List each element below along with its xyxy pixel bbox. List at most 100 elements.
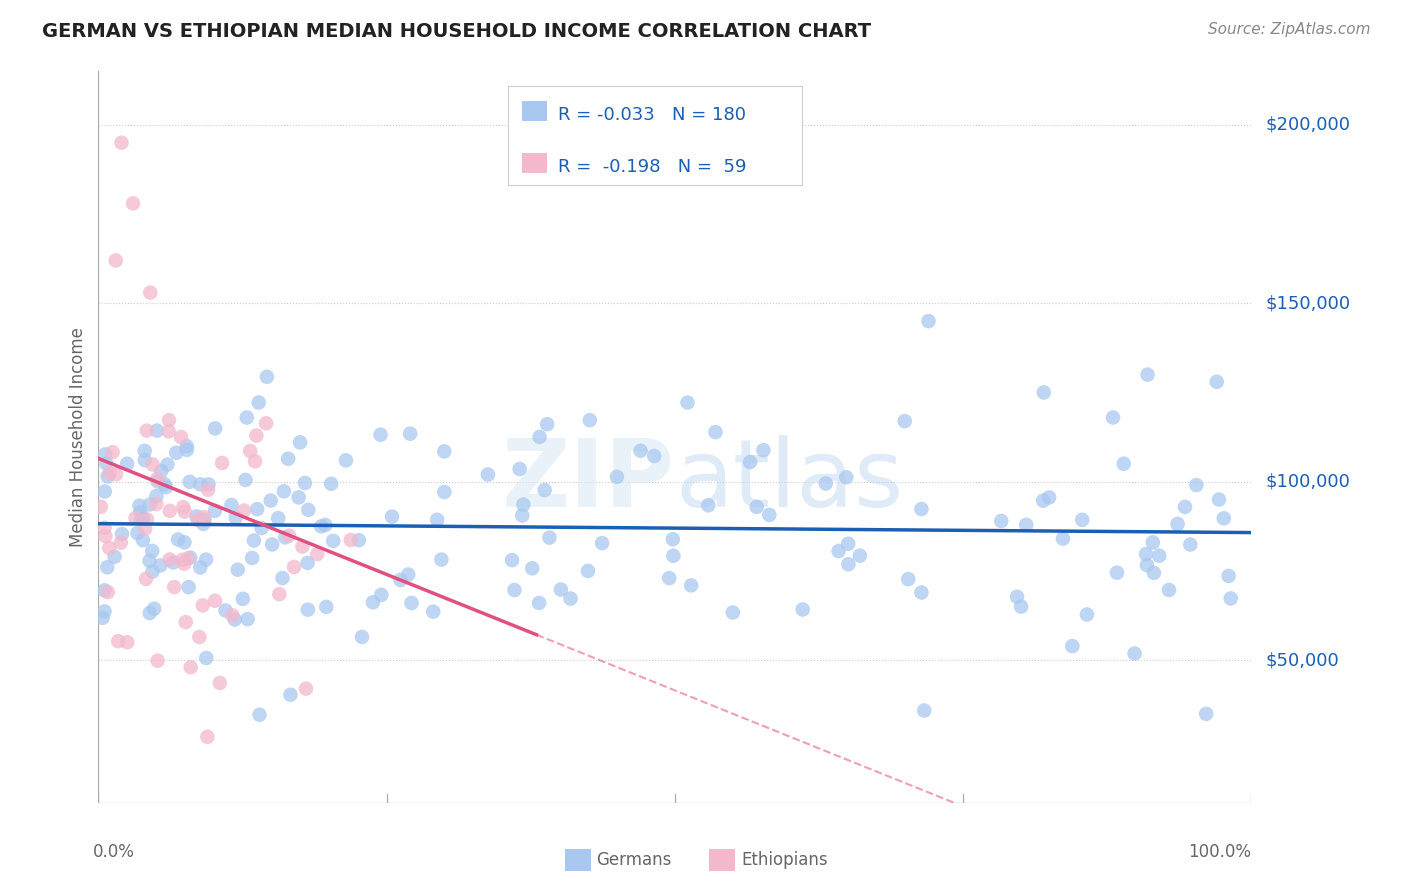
Point bbox=[606, 470, 628, 484]
Point bbox=[314, 518, 336, 533]
Text: $150,000: $150,000 bbox=[1265, 294, 1350, 312]
Point bbox=[146, 654, 169, 668]
Point bbox=[197, 477, 219, 491]
Point bbox=[294, 475, 316, 490]
Point bbox=[1005, 590, 1028, 604]
Point bbox=[226, 563, 249, 577]
Point bbox=[1136, 558, 1159, 573]
Point bbox=[235, 410, 257, 425]
Point bbox=[138, 554, 160, 568]
Point bbox=[243, 454, 266, 468]
Point bbox=[1010, 599, 1032, 614]
Point bbox=[157, 425, 180, 439]
Point bbox=[297, 556, 319, 570]
Point bbox=[214, 603, 236, 617]
Point bbox=[165, 446, 187, 460]
Point bbox=[233, 503, 256, 517]
Point bbox=[136, 512, 159, 526]
Point bbox=[309, 519, 332, 533]
Point bbox=[509, 462, 531, 476]
Text: $100,000: $100,000 bbox=[1265, 473, 1350, 491]
Point bbox=[1219, 591, 1241, 606]
Point bbox=[527, 596, 550, 610]
Point bbox=[260, 493, 283, 508]
Point bbox=[239, 444, 262, 458]
Point bbox=[1123, 647, 1146, 661]
Point bbox=[1112, 457, 1135, 471]
Point bbox=[1032, 385, 1054, 400]
Point bbox=[105, 467, 128, 482]
Point bbox=[221, 498, 243, 512]
Point bbox=[533, 483, 555, 497]
Point bbox=[134, 443, 156, 458]
Text: GERMAN VS ETHIOPIAN MEDIAN HOUSEHOLD INCOME CORRELATION CHART: GERMAN VS ETHIOPIAN MEDIAN HOUSEHOLD INC… bbox=[42, 22, 872, 41]
Point bbox=[176, 442, 198, 457]
Point bbox=[1102, 410, 1125, 425]
Point bbox=[153, 477, 176, 491]
Point bbox=[658, 571, 681, 585]
Point bbox=[235, 473, 257, 487]
Text: R =  -0.198   N =  59: R = -0.198 N = 59 bbox=[558, 158, 747, 176]
Point bbox=[510, 508, 533, 523]
Point bbox=[426, 513, 449, 527]
Point bbox=[93, 604, 115, 618]
Bar bbox=[522, 153, 547, 173]
Point bbox=[249, 707, 271, 722]
Bar bbox=[565, 849, 591, 871]
Point bbox=[1105, 566, 1128, 580]
Point bbox=[280, 688, 302, 702]
Point bbox=[477, 467, 499, 482]
Point bbox=[177, 551, 200, 566]
Point bbox=[243, 533, 266, 548]
Point bbox=[179, 550, 201, 565]
Point bbox=[433, 485, 456, 500]
Point bbox=[430, 552, 453, 566]
Point bbox=[211, 456, 233, 470]
Point bbox=[117, 635, 139, 649]
Point bbox=[837, 558, 859, 572]
Point bbox=[1052, 532, 1074, 546]
Point bbox=[512, 498, 534, 512]
Point bbox=[254, 417, 277, 431]
Point bbox=[124, 511, 146, 525]
Point bbox=[172, 500, 194, 515]
Point bbox=[538, 531, 561, 545]
Point bbox=[339, 533, 361, 547]
Point bbox=[1208, 492, 1230, 507]
Point bbox=[139, 285, 162, 300]
Point bbox=[297, 602, 319, 616]
Point bbox=[245, 428, 267, 442]
Point bbox=[315, 599, 337, 614]
Point bbox=[752, 443, 775, 458]
Point bbox=[135, 572, 157, 586]
Text: ZIP: ZIP bbox=[502, 435, 675, 527]
Point bbox=[591, 536, 613, 550]
Point bbox=[576, 564, 599, 578]
Point bbox=[135, 424, 157, 438]
Point bbox=[1032, 493, 1054, 508]
Point bbox=[173, 505, 195, 519]
Point bbox=[93, 521, 115, 535]
Point bbox=[347, 533, 370, 548]
Point bbox=[96, 456, 118, 470]
Point bbox=[104, 253, 127, 268]
Point bbox=[188, 560, 211, 574]
Point bbox=[745, 500, 768, 514]
Point bbox=[122, 196, 145, 211]
Point bbox=[195, 730, 218, 744]
Point bbox=[1135, 547, 1157, 561]
Point bbox=[167, 533, 190, 547]
Point bbox=[1167, 516, 1189, 531]
Point bbox=[138, 606, 160, 620]
Point bbox=[350, 630, 373, 644]
Point bbox=[204, 504, 226, 518]
Point bbox=[96, 560, 118, 574]
Point bbox=[837, 537, 859, 551]
Point bbox=[94, 447, 117, 461]
Text: Ethiopians: Ethiopians bbox=[742, 851, 828, 869]
Text: 100.0%: 100.0% bbox=[1188, 843, 1251, 861]
Point bbox=[1136, 368, 1159, 382]
Point bbox=[273, 484, 295, 499]
Point bbox=[361, 595, 384, 609]
Point bbox=[90, 500, 112, 514]
